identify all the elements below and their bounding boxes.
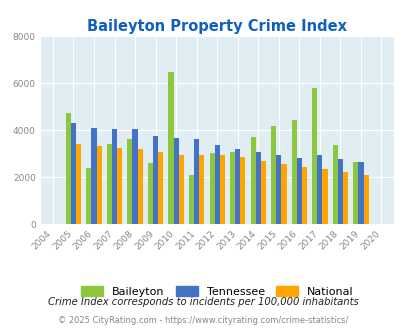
Text: Crime Index corresponds to incidents per 100,000 inhabitants: Crime Index corresponds to incidents per… (47, 297, 358, 307)
Bar (332, 145, 337, 224)
Bar (137, 149, 143, 224)
Bar (271, 126, 275, 224)
Bar (234, 149, 240, 224)
Bar (173, 138, 178, 224)
Bar (281, 164, 286, 224)
Bar (127, 139, 132, 224)
Bar (337, 159, 342, 224)
Legend: Baileyton, Tennessee, National: Baileyton, Tennessee, National (77, 282, 356, 300)
Bar (301, 167, 306, 224)
Bar (194, 139, 199, 224)
Bar (178, 155, 183, 224)
Bar (291, 120, 296, 224)
Bar (250, 137, 255, 224)
Bar (66, 113, 71, 224)
Bar (199, 155, 204, 224)
Bar (86, 168, 91, 224)
Bar (296, 158, 301, 224)
Bar (168, 72, 173, 224)
Bar (214, 146, 219, 224)
Bar (76, 144, 81, 224)
Bar (342, 172, 347, 224)
Bar (322, 169, 327, 224)
Bar (71, 123, 76, 224)
Bar (96, 146, 101, 224)
Bar (209, 153, 214, 224)
Bar (107, 145, 112, 224)
Bar (317, 155, 322, 224)
Bar (219, 155, 224, 224)
Bar (311, 88, 317, 224)
Title: Baileyton Property Crime Index: Baileyton Property Crime Index (87, 19, 346, 34)
Bar (147, 163, 153, 224)
Bar (153, 136, 158, 224)
Bar (188, 176, 194, 224)
Bar (260, 161, 265, 224)
Bar (158, 152, 163, 224)
Bar (230, 152, 234, 224)
Text: © 2025 CityRating.com - https://www.cityrating.com/crime-statistics/: © 2025 CityRating.com - https://www.city… (58, 315, 347, 325)
Bar (352, 162, 358, 224)
Bar (240, 157, 245, 224)
Bar (275, 154, 281, 224)
Bar (255, 152, 260, 224)
Bar (117, 148, 122, 224)
Bar (112, 129, 117, 224)
Bar (91, 128, 96, 224)
Bar (358, 162, 362, 224)
Bar (132, 129, 137, 224)
Bar (362, 175, 368, 224)
